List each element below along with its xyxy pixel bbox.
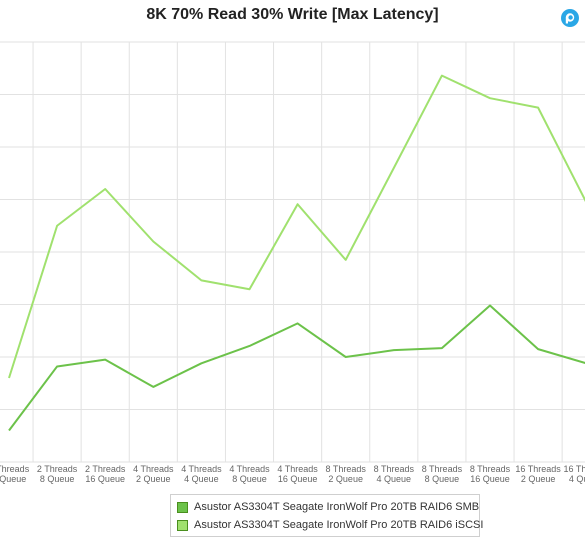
x-tick-label: 8 Queue: [232, 474, 267, 484]
x-tick-label: 4 Queue: [184, 474, 219, 484]
x-tick-label: 8 Threads: [374, 464, 415, 474]
x-tick-label: 8 Threads: [470, 464, 511, 474]
x-tick-label: 16 Queue: [278, 474, 318, 484]
x-tick-label: 4 Threads: [229, 464, 270, 474]
series-line-0: [8, 304, 585, 432]
x-tick-label: 8 Threads: [422, 464, 463, 474]
series-layer: [8, 74, 585, 432]
logo-icon: [561, 9, 579, 27]
series-line-1: [8, 74, 585, 379]
x-tick-label: 8 Threads: [326, 464, 367, 474]
chart-title: 8K 70% Read 30% Write [Max Latency]: [146, 6, 439, 23]
legend-label-smb: Asustor AS3304T Seagate IronWolf Pro 20T…: [194, 501, 480, 513]
x-tick-label: 2 Threads: [0, 464, 30, 474]
x-tick-label: 2 Queue: [521, 474, 556, 484]
x-tick-label: 4 Queue: [569, 474, 585, 484]
legend-item-smb[interactable]: Asustor AS3304T Seagate IronWolf Pro 20T…: [177, 499, 479, 515]
x-tick-label: 2 Queue: [0, 474, 26, 484]
x-tick-label: 4 Threads: [133, 464, 174, 474]
x-tick-label: 8 Queue: [425, 474, 460, 484]
x-tick-label: 2 Queue: [328, 474, 363, 484]
x-tick-label: 2 Threads: [37, 464, 78, 474]
legend-item-iscsi[interactable]: Asustor AS3304T Seagate IronWolf Pro 20T…: [177, 517, 483, 533]
x-tick-label: 4 Threads: [181, 464, 222, 474]
x-tick-label: 2 Queue: [136, 474, 171, 484]
x-tick-label: 2 Threads: [85, 464, 126, 474]
legend-label-iscsi: Asustor AS3304T Seagate IronWolf Pro 20T…: [194, 519, 484, 531]
x-tick-label: 16 Threads: [515, 464, 561, 474]
legend: Asustor AS3304T Seagate IronWolf Pro 20T…: [170, 494, 483, 537]
grid-layer: [0, 41, 585, 463]
legend-swatch-iscsi: [177, 519, 188, 531]
x-tick-label: 16 Queue: [470, 474, 510, 484]
x-tick-label: 4 Queue: [377, 474, 412, 484]
x-tick-label: 4 Threads: [277, 464, 318, 474]
x-tick-label: 16 Threads: [564, 464, 585, 474]
legend-swatch-smb: [177, 501, 188, 513]
x-tick-label: 8 Queue: [40, 474, 75, 484]
x-tick-label: 16 Queue: [85, 474, 125, 484]
